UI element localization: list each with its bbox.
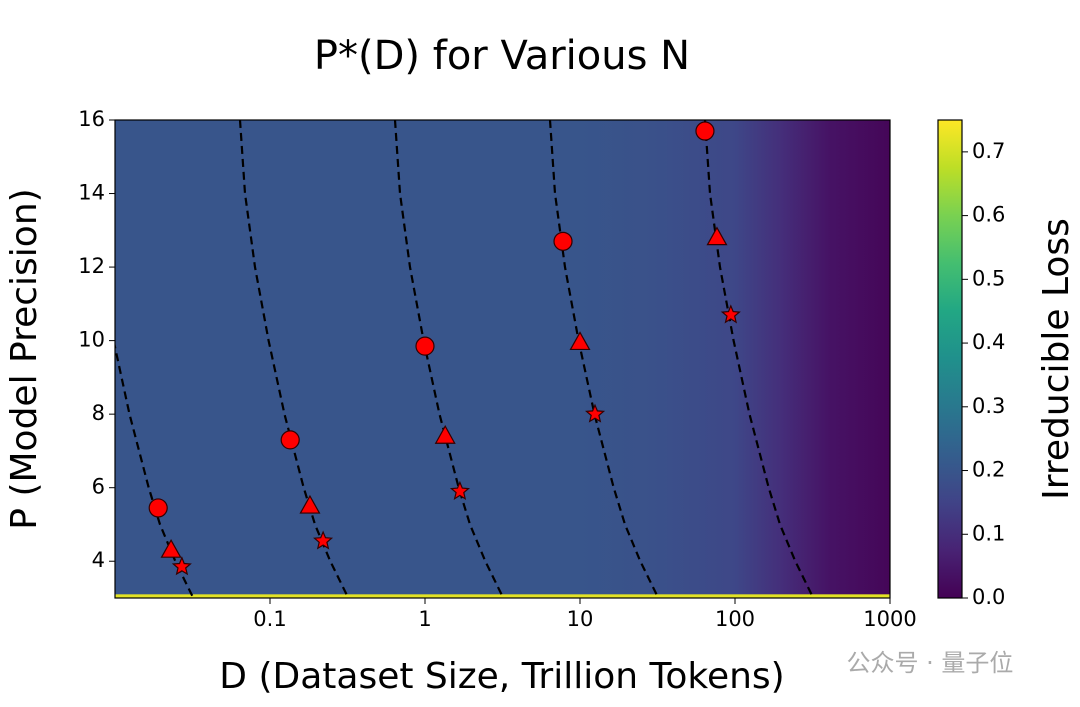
colorbar-tick-label: 0.5 <box>972 266 1005 290</box>
x-tick-label: 1000 <box>863 607 916 631</box>
x-tick-label: 100 <box>715 607 755 631</box>
marker-triangle <box>706 226 728 246</box>
marker-triangle <box>299 494 321 514</box>
y-tick-label: 4 <box>92 548 105 572</box>
y-tick-label: 12 <box>78 254 105 278</box>
colorbar-tick-label: 0.6 <box>972 203 1005 227</box>
curve <box>548 120 660 598</box>
colorbar <box>937 119 963 599</box>
y-tick-label: 10 <box>78 328 105 352</box>
y-tick-label: 6 <box>92 475 105 499</box>
curve <box>393 120 505 598</box>
marker-star <box>171 556 192 576</box>
colorbar-tick-label: 0.3 <box>972 394 1005 418</box>
marker-star <box>313 530 334 550</box>
marker-circle <box>695 121 715 141</box>
watermark: 公众号 · 量子位 <box>847 649 1014 677</box>
y-tick-label: 8 <box>92 401 105 425</box>
markers <box>148 121 741 576</box>
y-tick-label: 14 <box>78 181 105 205</box>
marker-circle <box>415 336 435 356</box>
curve <box>115 341 195 598</box>
marker-triangle <box>434 424 456 444</box>
colorbar-tick-label: 0.7 <box>972 139 1005 163</box>
heatmap-cell <box>781 120 829 598</box>
colorbar-tick-label: 0.0 <box>972 585 1005 609</box>
heatmap-cell <box>734 120 783 598</box>
x-tick-label: 0.1 <box>253 607 286 631</box>
colorbar-tick-label: 0.4 <box>972 330 1005 354</box>
colorbar-label: Irreducible Loss <box>1036 218 1077 500</box>
x-axis-label: D (Dataset Size, Trillion Tokens) <box>219 656 784 697</box>
marker-star <box>585 403 606 423</box>
axes: 0.1 1 10 100 1000 4 6 8 10 12 14 16 0.0 0.1 0.2 0.3 0.4 0… <box>78 107 1005 631</box>
marker-star <box>720 304 741 324</box>
heatmap <box>115 120 890 598</box>
colorbar-tick-label: 0.2 <box>972 458 1005 482</box>
marker-star <box>449 480 470 500</box>
x-tick-label: 10 <box>567 607 594 631</box>
marker-triangle <box>160 538 182 558</box>
marker-circle <box>280 430 300 450</box>
heatmap-cell <box>579 120 655 598</box>
chart-title: P*(D) for Various N <box>314 33 690 79</box>
colorbar-tick-label: 0.1 <box>972 521 1005 545</box>
marker-triangle <box>569 331 591 351</box>
marker-circle <box>553 231 573 251</box>
plot-frame <box>114 119 891 599</box>
y-tick-label: 16 <box>78 107 105 131</box>
marker-circle <box>148 498 168 518</box>
heatmap-cell <box>827 120 890 598</box>
heatmap-band <box>115 594 890 598</box>
curve <box>238 120 350 598</box>
y-axis-label: P (Model Precision) <box>4 188 45 529</box>
heatmap-cell <box>115 120 581 598</box>
heatmap-cell <box>653 120 736 598</box>
x-tick-label: 1 <box>418 607 431 631</box>
